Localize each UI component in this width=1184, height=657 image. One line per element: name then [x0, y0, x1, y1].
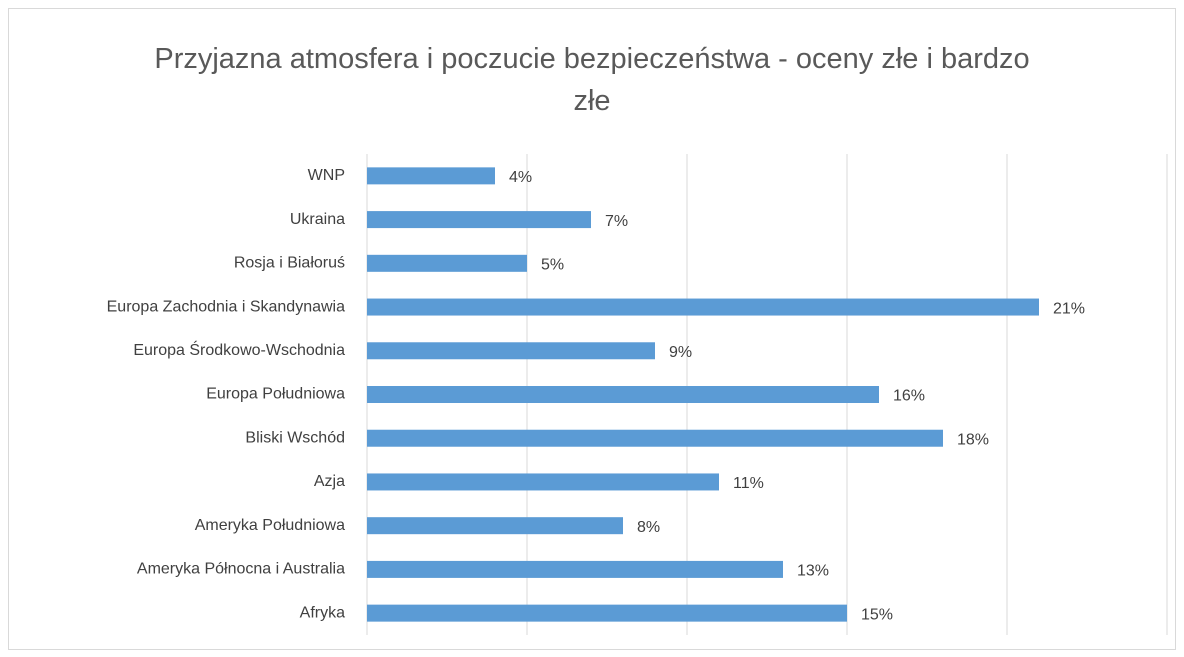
data-label: 8%: [637, 519, 660, 536]
y-tick-label: Ameryka Południowa: [195, 517, 345, 534]
bar: [367, 429, 943, 447]
bar: [367, 517, 623, 535]
bar: [367, 473, 719, 491]
bar: [367, 254, 527, 272]
data-label: 11%: [733, 475, 764, 492]
bar: [367, 211, 591, 229]
y-tick-label: Rosja i Białoruś: [234, 255, 345, 272]
bar: [367, 560, 783, 578]
y-tick-label: Ukraina: [290, 211, 345, 228]
bar: [367, 342, 655, 360]
y-tick-label: Azja: [314, 473, 345, 490]
y-tick-label: Europa Środkowo-Wschodnia: [133, 340, 345, 359]
data-label: 5%: [541, 257, 564, 274]
data-label: 15%: [861, 606, 893, 623]
y-tick-label: Afryka: [300, 604, 345, 621]
y-tick-label: Bliski Wschód: [245, 429, 345, 446]
bar: [367, 167, 495, 185]
data-label: 7%: [605, 213, 628, 230]
bar: [367, 386, 879, 403]
data-label: 21%: [1053, 300, 1085, 317]
y-tick-label: Europa Południowa: [206, 386, 345, 403]
data-label: 18%: [957, 431, 989, 448]
chart-border: [8, 8, 1176, 650]
data-label: 16%: [893, 388, 925, 405]
chart-title: Przyjazna atmosfera i poczucie bezpiecze…: [154, 43, 1030, 117]
y-tick-label: Europa Zachodnia i Skandynawia: [107, 298, 345, 315]
y-tick-label: WNP: [308, 167, 345, 184]
data-label: 9%: [669, 344, 692, 361]
data-label: 4%: [509, 169, 532, 186]
bar: [367, 604, 847, 622]
y-tick-label: Ameryka Północna i Australia: [137, 561, 345, 578]
bar: [367, 298, 1039, 316]
data-label: 13%: [797, 563, 829, 580]
